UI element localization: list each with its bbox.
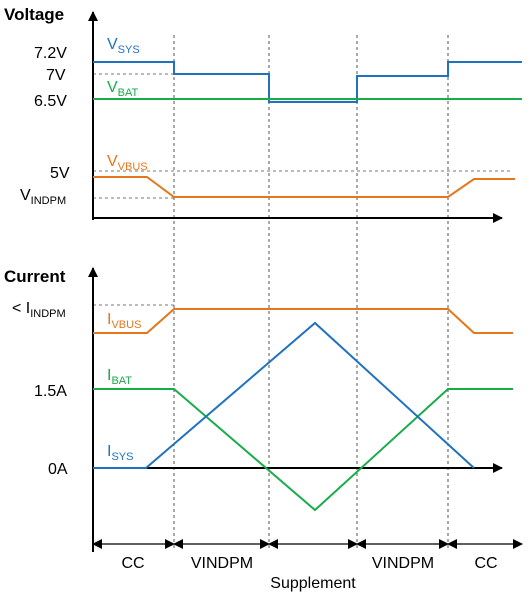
label-vvbus: VVBUS [107,153,148,173]
mode-cc-2: CC [474,555,497,572]
mode-cc-1: CC [121,555,144,572]
isys-trace [93,321,475,469]
vvbus-trace [93,176,515,198]
voltage-heading: Voltage [4,5,64,24]
current-heading: Current [4,267,66,286]
tick-iindpm: < IINDPM [12,300,66,320]
tick-7v: 7V [46,67,66,84]
tick-vindpm: VINDPM [20,187,66,207]
label-vbat: VBAT [107,79,139,99]
tick-1-5a: 1.5A [34,383,67,400]
mode-vindpm-2: VINDPM [372,555,434,572]
label-isys: ISYS [107,443,133,463]
region-dividers [173,35,449,550]
tick-0a: 0A [48,461,68,478]
mode-vindpm-1: VINDPM [191,555,253,572]
tick-5v: 5V [50,165,70,182]
level-guides [93,73,510,306]
label-vsys: VSYS [107,36,140,56]
ivbus-trace [93,308,513,334]
ibat-trace [93,388,513,512]
label-ibat: IBAT [107,367,132,387]
tick-7-2v: 7.2V [34,45,67,62]
vsys-trace [93,61,522,103]
mode-supplement: Supplement [270,575,356,592]
tick-6-5v: 6.5V [34,93,67,110]
label-ivbus: IVBUS [107,311,141,331]
